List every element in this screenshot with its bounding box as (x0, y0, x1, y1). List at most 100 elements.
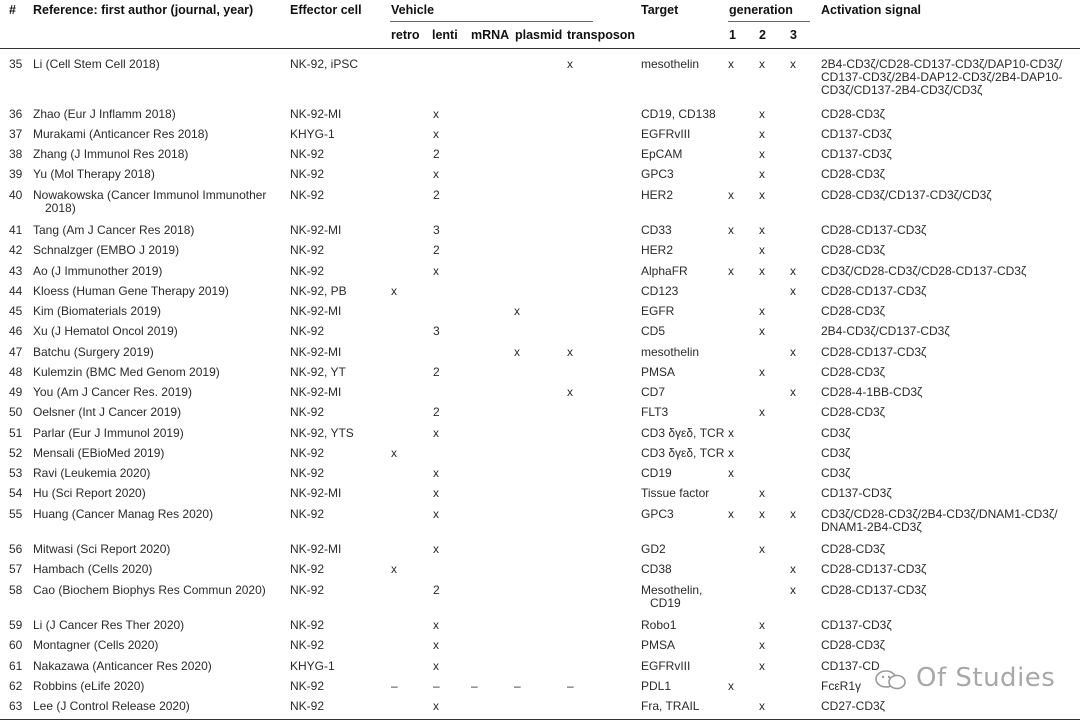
row-number: 43 (9, 264, 23, 278)
activation-cell: CD28-CD3ζ (821, 304, 885, 318)
transposon-cell: x (567, 385, 573, 399)
gen2-cell: x (759, 699, 765, 713)
row-number: 38 (9, 147, 23, 161)
reference-cell: Ao (J Immunother 2019) (33, 264, 163, 278)
effector-cell: NK-92 (290, 507, 325, 521)
row-number: 44 (9, 284, 23, 298)
effector-cell: NK-92 (290, 188, 325, 202)
lenti-cell: x (433, 699, 439, 713)
effector-cell: NK-92-MI (290, 542, 342, 556)
effector-cell: NK-92 (290, 446, 325, 460)
activation-cell: CD28-CD3ζ (821, 542, 885, 556)
lenti-cell: x (433, 167, 439, 181)
subheader-retro: retro (391, 28, 420, 42)
lenti-cell: x (433, 264, 439, 278)
row-number: 49 (9, 385, 23, 399)
target-cell: Tissue factor (641, 486, 710, 500)
transposon-cell: – (567, 679, 574, 693)
activation-cell: CD137-CD (821, 659, 880, 673)
activation-cell: 2B4-CD3ζ/CD28-CD137-CD3ζ/DAP10-CD3ζ/ CD1… (821, 57, 1063, 97)
gen2-cell: x (759, 223, 765, 237)
activation-cell: CD28-CD137-CD3ζ (821, 583, 927, 597)
gen1-cell: x (728, 223, 734, 237)
subheader-transposon: transposon (567, 28, 636, 42)
reference-cell: Huang (Cancer Manag Res 2020) (33, 507, 214, 521)
lenti-cell: x (433, 127, 439, 141)
reference-cell: Yu (Mol Therapy 2018) (33, 167, 155, 181)
gen3-cell: x (790, 57, 796, 71)
gen3-cell: x (790, 562, 796, 576)
target-cell: PDL1 (641, 679, 672, 693)
activation-cell: CD3ζ/CD28-CD3ζ/CD28-CD137-CD3ζ (821, 264, 1027, 278)
target-cell: mesothelin (641, 57, 700, 71)
target-cell: CD38 (641, 562, 672, 576)
gen2-cell: x (759, 147, 765, 161)
reference-cell: Li (Cell Stem Cell 2018) (33, 57, 160, 71)
gen1-cell: x (728, 507, 734, 521)
effector-cell: NK-92 (290, 679, 325, 693)
row-number: 60 (9, 638, 23, 652)
activation-cell: CD28-CD3ζ/CD137-CD3ζ/CD3ζ (821, 188, 992, 202)
target-cell: HER2 (641, 243, 674, 257)
lenti-cell: x (433, 659, 439, 673)
reference-cell: Hu (Sci Report 2020) (33, 486, 146, 500)
gen2-cell: x (759, 188, 765, 202)
reference-cell: Cao (Biochem Biophys Res Commun 2020) (33, 583, 266, 597)
effector-cell: KHYG-1 (290, 659, 335, 673)
reference-cell: Ravi (Leukemia 2020) (33, 466, 151, 480)
row-number: 50 (9, 405, 23, 419)
effector-cell: KHYG-1 (290, 127, 335, 141)
activation-cell: CD28-CD3ζ (821, 107, 885, 121)
activation-cell: CD28-CD137-CD3ζ (821, 223, 927, 237)
retro-cell: x (391, 446, 397, 460)
effector-cell: NK-92 (290, 638, 325, 652)
activation-cell: CD28-CD3ζ (821, 167, 885, 181)
activation-cell: CD3ζ (821, 466, 851, 480)
reference-cell: Kloess (Human Gene Therapy 2019) (33, 284, 229, 298)
effector-cell: NK-92 (290, 699, 325, 713)
activation-cell: CD3ζ (821, 426, 851, 440)
activation-cell: CD28-CD137-CD3ζ (821, 345, 927, 359)
activation-cell: CD28-CD3ζ (821, 638, 885, 652)
lenti-cell: 2 (433, 583, 440, 597)
reference-cell: Oelsner (Int J Cancer 2019) (33, 405, 182, 419)
lenti-cell: x (433, 542, 439, 556)
target-cell: CD3 δγεδ, TCR (641, 446, 725, 460)
gen2-cell: x (759, 659, 765, 673)
reference-cell: Kulemzin (BMC Med Genom 2019) (33, 365, 220, 379)
retro-cell: x (391, 562, 397, 576)
reference-cell: Li (J Cancer Res Ther 2020) (33, 618, 185, 632)
header-effector: Effector cell (290, 3, 362, 17)
gen2-cell: x (759, 57, 765, 71)
target-cell: EGFRvIII (641, 659, 691, 673)
activation-cell: CD28-CD137-CD3ζ (821, 284, 927, 298)
header-activation: Activation signal (821, 3, 922, 17)
target-cell: mesothelin (641, 345, 700, 359)
lenti-cell: 2 (433, 147, 440, 161)
row-number: 47 (9, 345, 23, 359)
gen3-cell: x (790, 583, 796, 597)
row-number: 48 (9, 365, 23, 379)
activation-cell: CD27-CD3ζ (821, 699, 885, 713)
gen1-cell: x (728, 446, 734, 460)
lenti-cell: 2 (433, 405, 440, 419)
reference-cell: Mitwasi (Sci Report 2020) (33, 542, 171, 556)
header-reference: Reference: first author (journal, year) (33, 3, 254, 17)
gen3-cell: x (790, 385, 796, 399)
lenti-cell: x (433, 507, 439, 521)
reference-cell: Murakami (Anticancer Res 2018) (33, 127, 209, 141)
gen2-cell: x (759, 264, 765, 278)
target-cell: GPC3 (641, 167, 674, 181)
gen2-cell: x (759, 243, 765, 257)
row-number: 58 (9, 583, 23, 597)
reference-cell: Mensali (EBioMed 2019) (33, 446, 165, 460)
effector-cell: NK-92 (290, 405, 325, 419)
effector-cell: NK-92-MI (290, 486, 342, 500)
subheader-lenti: lenti (432, 28, 458, 42)
row-number: 45 (9, 304, 23, 318)
subheader-gen1: 1 (729, 28, 736, 42)
lenti-cell: 3 (433, 223, 440, 237)
target-cell: CD123 (641, 284, 679, 298)
watermark-text: Of Studies (916, 663, 1056, 693)
reference-cell: Zhang (J Immunol Res 2018) (33, 147, 189, 161)
